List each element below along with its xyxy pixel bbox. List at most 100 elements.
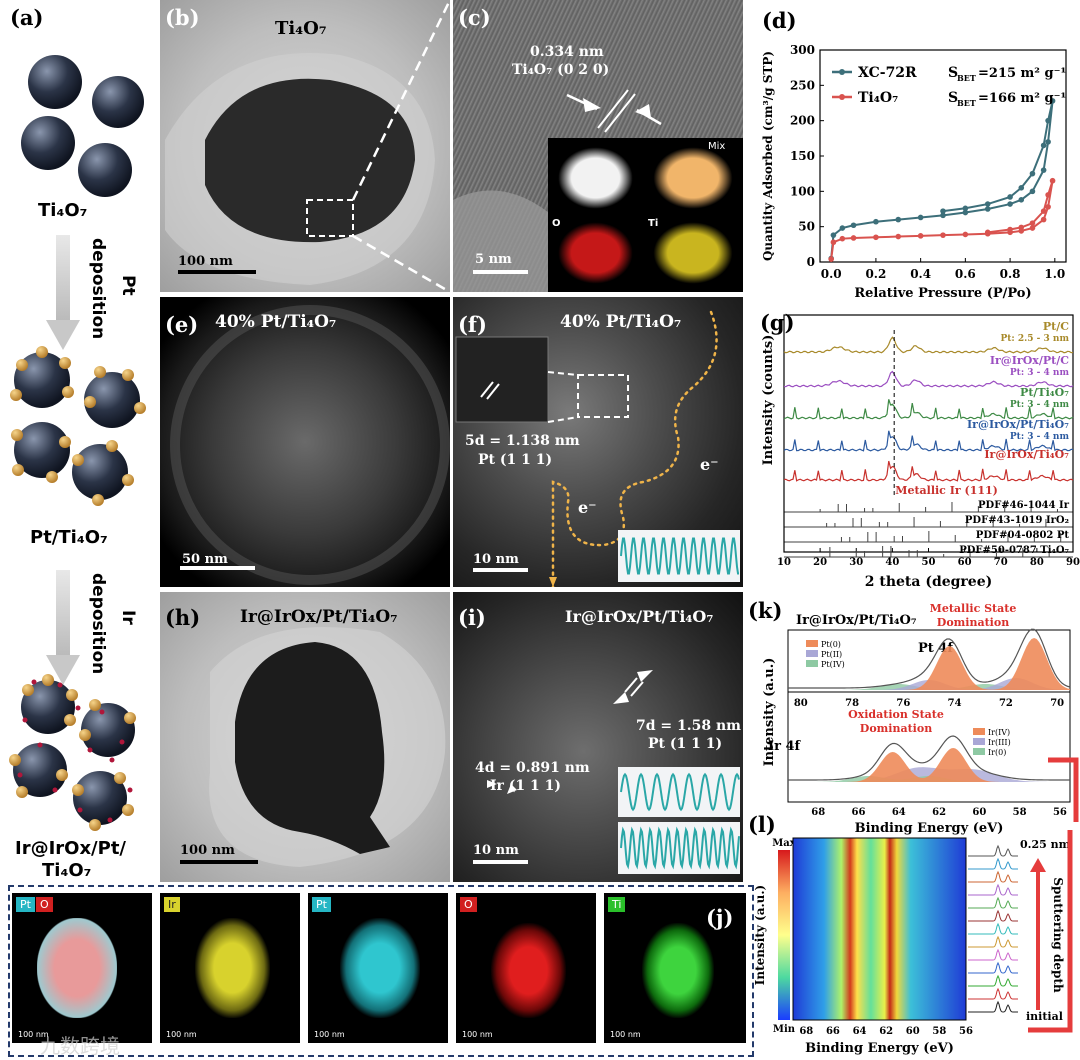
data-point <box>962 209 969 216</box>
data-point <box>984 201 991 207</box>
depth-spectrum <box>968 935 1018 948</box>
y-tick-label: 200 <box>790 114 815 128</box>
data-point <box>850 222 857 229</box>
y-axis-label: Quantity Adsorbed (cm³/g STP) <box>761 51 775 261</box>
xrd-pattern <box>783 336 1074 354</box>
panel-k-label: (k) <box>748 598 783 623</box>
legend-marker <box>839 94 845 100</box>
eds-map-pt: Pt 100 nm <box>308 893 448 1043</box>
ir-note-1: Oxidation State <box>848 708 944 721</box>
panel-f-label: (f) <box>458 312 487 337</box>
y-axis-label: Intensity (a.u.) <box>753 885 767 985</box>
schematic-label-mid: Pt/Ti₄O₇ <box>30 527 108 548</box>
legend-bet-value: =166 m² g⁻¹ <box>978 91 1066 106</box>
pt-legend-swatch <box>806 640 818 647</box>
panel-l-chart: Max Min Intensity (a.u.) 68 66 64 62 60 58 56 Bind… <box>753 830 1073 1056</box>
panel-h-scale: 100 nm <box>180 843 235 858</box>
x-tick-label: 0.6 <box>955 267 976 281</box>
data-point <box>1007 226 1013 233</box>
red-connector <box>1028 830 1073 1033</box>
pt-note-1: Metallic State <box>930 602 1017 615</box>
panel-c-map-o: O <box>552 218 561 229</box>
depth-spectrum <box>968 844 1018 857</box>
ir-x-tick-label: 66 <box>852 807 866 818</box>
data-point <box>1040 142 1047 149</box>
eds-map-ir: Ir 100 nm <box>160 893 300 1043</box>
depth-spectrum <box>968 857 1018 870</box>
ir-iii-component <box>788 767 1070 782</box>
data-point <box>830 232 837 238</box>
series-size-note: Pt: 3 - 4 nm <box>1010 432 1070 442</box>
x-tick-label: 0.0 <box>821 267 842 281</box>
x-tick-label: 62 <box>879 1026 893 1037</box>
ir-frame <box>787 691 1071 803</box>
panel-e-label: (e) <box>165 312 199 337</box>
depth-spectrum <box>968 961 1018 974</box>
y-axis-label: Intensity (counts) <box>761 335 776 466</box>
panel-i-haadf-image <box>453 592 743 882</box>
data-point <box>1040 216 1047 223</box>
ir-x-tick-label: 64 <box>892 807 906 818</box>
y-tick-label: 150 <box>790 149 815 163</box>
panel-c-label: (c) <box>458 5 491 30</box>
ir-legend-swatch <box>973 748 985 755</box>
sample-label: Ir@IrOx/Pt/Ti₄O₇ <box>796 613 917 628</box>
schematic-label-end-2: Ti₄O₇ <box>42 860 92 881</box>
eds-tag-pt: Pt <box>16 897 35 912</box>
depth-heatmap <box>792 837 967 1021</box>
panel-h-title: Ir@IrOx/Pt/Ti₄O₇ <box>240 607 398 627</box>
pt-ti4o7-cluster <box>10 346 146 506</box>
data-point <box>1018 185 1025 191</box>
series-label: Ir@IrOx/Ti₄O₇ <box>984 448 1069 461</box>
data-point <box>1029 188 1036 195</box>
x-axis-label: Binding Energy (eV) <box>805 1041 954 1056</box>
eds-tag-ir: Ir <box>164 897 180 912</box>
legend-label: Ti₄O₇ <box>858 90 898 106</box>
panel-i-title: Ir@IrOx/Pt/Ti₄O₇ <box>565 607 714 626</box>
reference-label: PDF#43-1019 IrO₂ <box>965 515 1069 526</box>
panel-b-tem-image <box>160 0 450 292</box>
x-tick-label: 60 <box>906 1026 920 1037</box>
panel-g-chart: 10 20 30 40 50 60 70 80 90 2 theta (degree) Intens… <box>761 314 1080 590</box>
ir-legend-swatch <box>973 728 985 735</box>
series-size-note: Pt: 3 - 4 nm <box>1010 400 1070 410</box>
eds-tag-o: O <box>460 897 477 912</box>
data-point <box>962 231 969 238</box>
panel-c-map-mix: Mix <box>708 141 726 152</box>
panel-f-title: 40% Pt/Ti₄O₇ <box>560 312 682 332</box>
depth-axis-label: Sputtering depth <box>1051 877 1065 993</box>
pt-envelope <box>788 628 1071 689</box>
pt-x-tick-label: 70 <box>1050 698 1064 709</box>
watermark: 九数跨境 <box>40 1034 120 1058</box>
ir-x-tick-label: 60 <box>972 807 986 818</box>
x-tick-label: 56 <box>959 1026 973 1037</box>
eds-tag-ti: Ti <box>608 897 626 912</box>
data-point <box>873 234 879 241</box>
series-line <box>830 180 1054 260</box>
depth-spectrum <box>968 922 1018 935</box>
data-point <box>940 212 946 219</box>
ir-x-tick-label: 68 <box>811 807 825 818</box>
panel-c-scale: 5 nm <box>475 252 512 267</box>
ir-x-tick-label: 56 <box>1053 807 1067 818</box>
series-label: Pt/C <box>1043 320 1069 333</box>
data-point <box>940 208 946 214</box>
data-point <box>962 205 969 212</box>
pt-x-tick-label: 76 <box>896 698 910 709</box>
panel-b-label: (b) <box>165 5 200 30</box>
data-point <box>940 232 946 238</box>
depth-spectrum <box>968 909 1018 922</box>
legend-sbet-sub: BET <box>957 98 976 108</box>
data-point <box>1029 225 1036 231</box>
panel-i-plane-ir: Ir (1 1 1) <box>490 778 562 794</box>
depth-spectrum <box>968 987 1018 1000</box>
panel-e-scale: 50 nm <box>182 552 228 567</box>
x-tick-label: 80 <box>1030 557 1044 568</box>
pt-legend-label: Pt(IV) <box>821 660 845 669</box>
panel-e-haadf-image <box>160 297 450 587</box>
y-tick-label: 50 <box>798 220 815 234</box>
x-axis-label: 2 theta (degree) <box>865 574 993 590</box>
pt-0-component <box>788 638 1070 690</box>
legend-marker <box>839 69 845 75</box>
